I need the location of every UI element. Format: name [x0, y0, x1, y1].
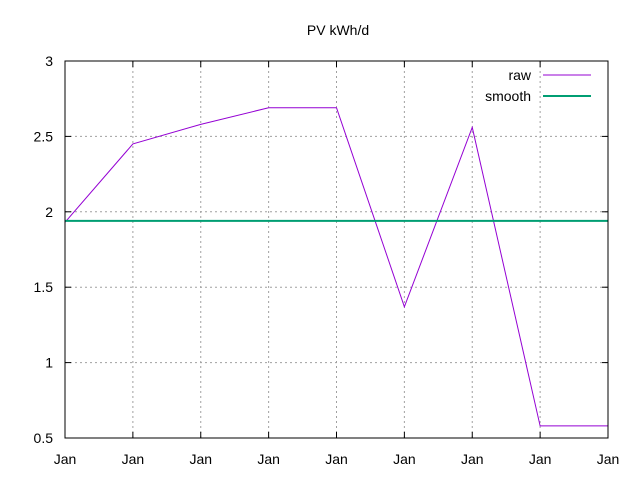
- y-tick-label: 1.5: [34, 279, 54, 295]
- x-tick-label: Jan: [393, 451, 416, 467]
- y-tick-label: 1: [45, 355, 53, 371]
- grid: [65, 61, 608, 438]
- x-tick-label: Jan: [122, 451, 145, 467]
- y-tick-label: 2: [45, 204, 53, 220]
- x-tick-label: Jan: [461, 451, 484, 467]
- x-tick-label: Jan: [189, 451, 212, 467]
- y-axis-tick-labels: 0.5 1 1.5 2 2.5 3: [34, 53, 54, 446]
- x-axis-tick-labels: Jan Jan Jan Jan Jan Jan Jan Jan Jan: [54, 451, 620, 467]
- y-tick-label: 2.5: [34, 128, 54, 144]
- series-line-raw: [64, 107, 608, 427]
- axis-ticks: [64, 60, 609, 439]
- legend: raw smooth: [485, 67, 591, 104]
- x-tick-label: Jan: [54, 451, 77, 467]
- series-lines: [64, 107, 608, 427]
- x-tick-label: Jan: [325, 451, 348, 467]
- chart-title: PV kWh/d: [307, 22, 369, 38]
- legend-label-raw: raw: [508, 67, 531, 83]
- y-tick-label: 3: [45, 53, 53, 69]
- x-tick-label: Jan: [529, 451, 552, 467]
- legend-label-smooth: smooth: [485, 88, 531, 104]
- y-tick-label: 0.5: [34, 430, 54, 446]
- x-tick-label: Jan: [257, 451, 280, 467]
- x-tick-label: Jan: [597, 451, 620, 467]
